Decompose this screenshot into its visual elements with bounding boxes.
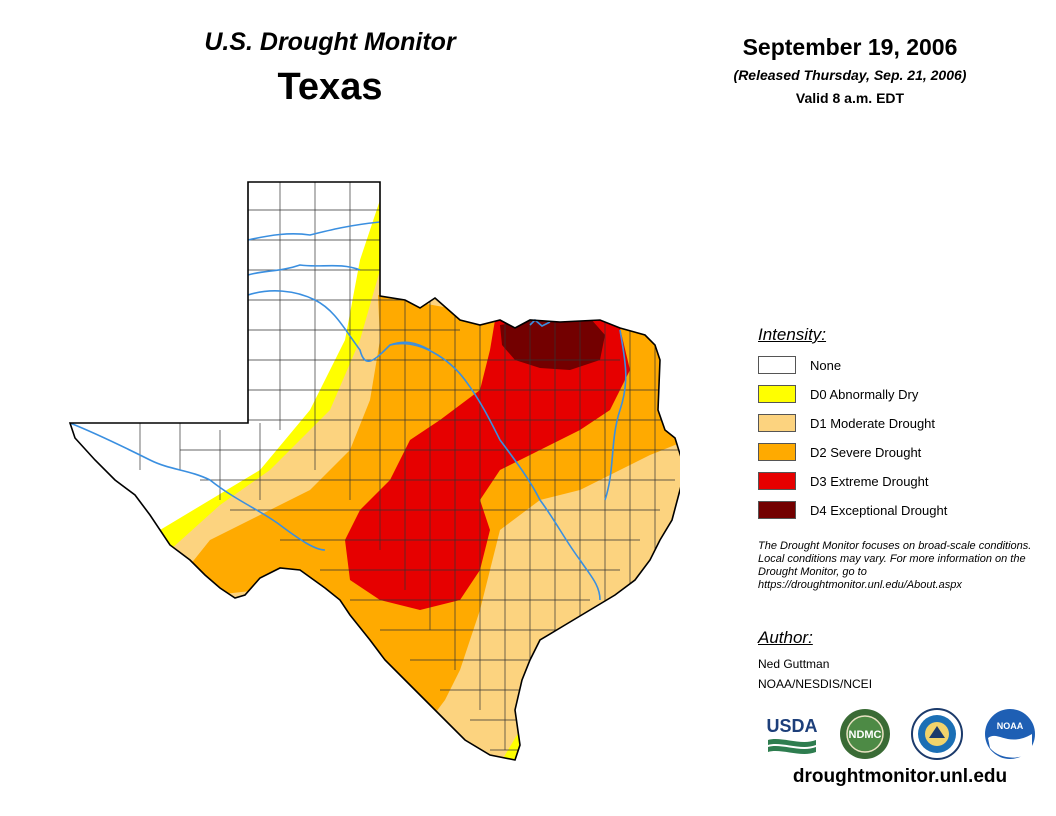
legend-item: None (758, 354, 841, 376)
legend-item: D2 Severe Drought (758, 441, 921, 463)
legend-item: D0 Abnormally Dry (758, 383, 918, 405)
legend-swatch (758, 356, 796, 374)
rivers (69, 221, 627, 601)
layer-d4 (500, 318, 605, 370)
legend-item: D3 Extreme Drought (758, 470, 929, 492)
legend-swatch (758, 385, 796, 403)
legend-swatch (758, 501, 796, 519)
drought-layers (70, 182, 680, 760)
layer-d3 (345, 318, 630, 610)
legend-item: D1 Moderate Drought (758, 412, 935, 434)
legend-swatch (758, 472, 796, 490)
ndmc-logo[interactable]: NDMC (839, 708, 891, 760)
legend-label: D2 Severe Drought (810, 444, 922, 460)
release-date: (Released Thursday, Sep. 21, 2006) (733, 67, 967, 83)
ndmc-logo-text: NDMC (848, 729, 881, 741)
noaa-logo-text: NOAA (997, 721, 1024, 731)
author-name: Ned Guttman (758, 657, 830, 671)
usda-logo-text: USDA (766, 716, 817, 736)
disclaimer-note: The Drought Monitor focuses on broad-sca… (758, 540, 1032, 591)
partner-logos: USDA NDMC NOAA (766, 706, 1036, 762)
map-date: September 19, 2006 (742, 34, 958, 60)
noaa-logo[interactable]: NOAA (984, 708, 1036, 760)
author-title: Author: (758, 628, 813, 647)
author-org: NOAA/NESDIS/NCEI (758, 677, 873, 691)
usda-logo[interactable]: USDA (766, 708, 818, 760)
legend-title: Intensity: (758, 325, 827, 344)
department-of-commerce-seal-icon[interactable] (911, 708, 964, 760)
legend-swatch (758, 443, 796, 461)
texas-drought-map (68, 181, 680, 761)
legend-item: D4 Exceptional Drought (758, 499, 947, 521)
legend-label: D3 Extreme Drought (810, 473, 929, 489)
site-url-link[interactable]: droughtmonitor.unl.edu (792, 766, 1008, 787)
product-title: U.S. Drought Monitor (204, 28, 456, 56)
legend-swatch (758, 414, 796, 432)
valid-time: Valid 8 a.m. EDT (795, 90, 905, 106)
texas-outline (68, 181, 680, 761)
legend-label: D0 Abnormally Dry (810, 386, 919, 402)
legend-label: D1 Moderate Drought (810, 415, 936, 431)
legend-label: D4 Exceptional Drought (810, 502, 948, 518)
state-title: Texas (277, 66, 383, 108)
legend-label: None (810, 357, 842, 373)
